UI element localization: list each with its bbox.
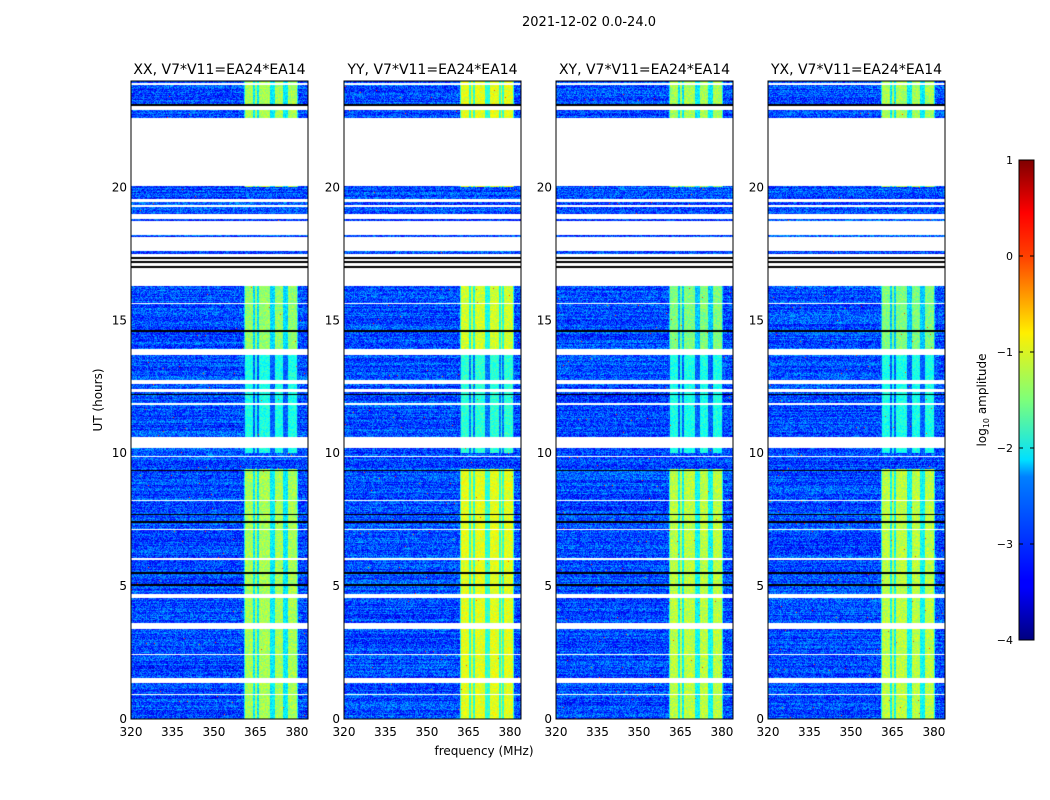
y-tick-label: 5: [332, 579, 340, 593]
y-tick-label: 15: [537, 313, 552, 327]
y-tick-label: 5: [544, 579, 552, 593]
x-axis-label: frequency (MHz): [434, 744, 533, 758]
y-tick-label: 15: [325, 313, 340, 327]
x-tick-label: 380: [498, 725, 521, 739]
y-tick-label: 5: [119, 579, 127, 593]
x-tick-label: 335: [586, 725, 609, 739]
y-tick-label: 0: [544, 712, 552, 726]
x-tick-label: 365: [669, 725, 692, 739]
x-tick-label: 335: [374, 725, 397, 739]
x-tick-label: 350: [628, 725, 651, 739]
x-tick-label: 335: [161, 725, 184, 739]
y-tick-label: 10: [537, 446, 552, 460]
colorbar-tick-label: 0: [1006, 250, 1013, 263]
colorbar-tick-label: 1: [1006, 154, 1013, 167]
panel-title: XX, V7*V11=EA24*EA14: [133, 62, 305, 78]
panel-title: XY, V7*V11=EA24*EA14: [559, 62, 730, 78]
colorbar: 1 0 −1 −2 −3 −4 log10 amplitude: [975, 154, 1035, 647]
heatmap-panel-2: [556, 81, 733, 719]
y-axis-label: UT (hours): [91, 368, 105, 431]
figure-title: 2021-12-02 0.0-24.0: [522, 15, 656, 30]
colorbar-gradient: [1018, 159, 1035, 641]
panel-0: XX, V7*V11=EA24*EA14 320 335 350 365 380 0 5 10 1…: [112, 62, 309, 739]
x-tick-label: 350: [416, 725, 439, 739]
colorbar-label: log10 amplitude: [975, 354, 991, 447]
colorbar-tick-label: −2: [997, 442, 1013, 455]
x-tick-label: 365: [244, 725, 267, 739]
y-tick-label: 0: [119, 712, 127, 726]
x-tick-label: 380: [922, 725, 945, 739]
y-tick-label: 10: [112, 446, 127, 460]
x-tick-label: 335: [798, 725, 821, 739]
x-tick-label: 380: [710, 725, 733, 739]
y-tick-label: 20: [112, 180, 127, 194]
panel-title: YY, V7*V11=EA24*EA14: [346, 62, 517, 78]
colorbar-tick-label: −1: [997, 346, 1013, 359]
heatmap-panel-0: [131, 81, 308, 719]
heatmap-panel-1: [344, 81, 521, 719]
colorbar-tick-label: −3: [997, 538, 1013, 551]
x-tick-label: 350: [203, 725, 226, 739]
y-tick-label: 20: [749, 180, 764, 194]
x-tick-label: 380: [285, 725, 308, 739]
y-tick-label: 10: [325, 446, 340, 460]
y-tick-label: 5: [756, 579, 764, 593]
x-tick-label: 350: [840, 725, 863, 739]
y-tick-label: 10: [749, 446, 764, 460]
y-tick-label: 0: [756, 712, 764, 726]
panel-title: YX, V7*V11=EA24*EA14: [770, 62, 942, 78]
colorbar-tick-label: −4: [997, 634, 1013, 647]
x-tick-label: 320: [120, 725, 143, 739]
x-tick-label: 320: [545, 725, 568, 739]
y-tick-label: 15: [749, 313, 764, 327]
y-tick-label: 15: [112, 313, 127, 327]
x-tick-label: 365: [457, 725, 480, 739]
y-tick-label: 20: [325, 180, 340, 194]
y-tick-label: 20: [537, 180, 552, 194]
x-tick-label: 365: [881, 725, 904, 739]
x-tick-label: 320: [333, 725, 356, 739]
x-tick-label: 320: [757, 725, 780, 739]
y-tick-label: 0: [332, 712, 340, 726]
heatmap-panel-3: [768, 81, 945, 719]
